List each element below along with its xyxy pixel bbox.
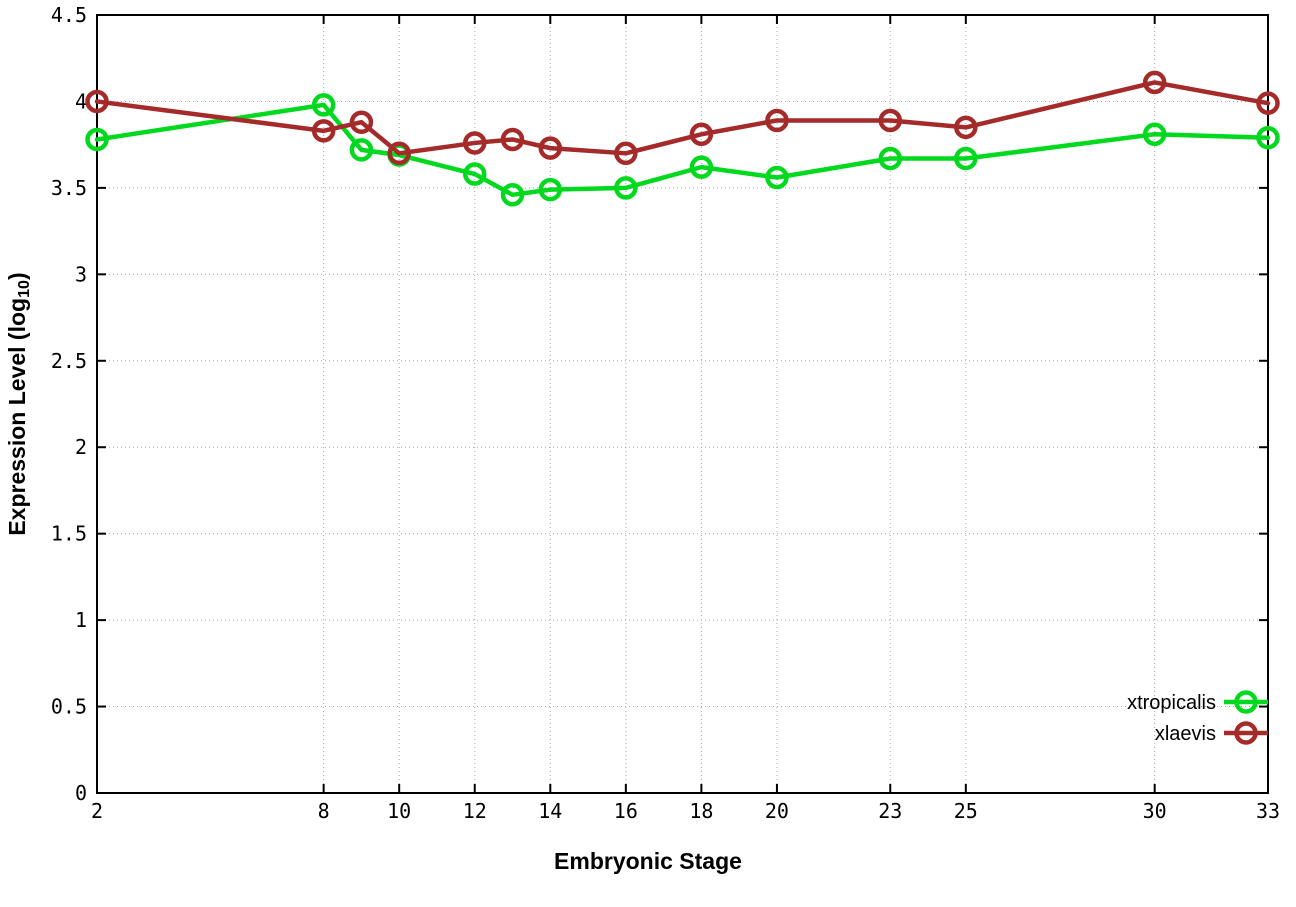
y-tick-label: 2.5: [51, 349, 87, 373]
data-point-xtropicalis: [954, 146, 978, 171]
legend-label-xtropicalis: xtropicalis: [1127, 692, 1216, 714]
x-tick-label: 10: [387, 799, 411, 823]
y-tick-label: 0.5: [51, 695, 87, 719]
series-line-xtropicalis: [94, 102, 1271, 198]
data-point-xlaevis: [954, 115, 978, 140]
x-tick-label: 23: [878, 799, 902, 823]
y-axis-title: Expression Level (log10): [4, 15, 33, 793]
plot-border: [96, 14, 1269, 794]
x-tick-label: 2: [91, 799, 103, 823]
legend-label-xlaevis: xlaevis: [1155, 723, 1216, 745]
y-tick-label: 4: [75, 89, 87, 113]
data-point-xtropicalis: [878, 146, 903, 171]
data-point-xlaevis: [1256, 91, 1280, 115]
y-tick-label: 1.5: [51, 522, 87, 546]
legend-marker-xtropicalis: [1234, 690, 1258, 714]
data-point-xtropicalis: [349, 138, 374, 162]
data-point-xtropicalis: [1142, 122, 1167, 147]
data-point-xlaevis: [85, 89, 109, 114]
x-axis-title: Embryonic Stage: [554, 848, 742, 874]
x-tick-label: 18: [689, 799, 713, 823]
x-tick-label: 12: [463, 799, 487, 823]
data-point-xtropicalis: [765, 165, 789, 190]
data-point-xtropicalis: [500, 183, 525, 207]
y-tick-label: 3: [75, 262, 87, 286]
data-point-xlaevis: [614, 141, 638, 166]
data-point-xlaevis: [500, 127, 525, 152]
data-point-xtropicalis: [1256, 126, 1280, 150]
data-point-xlaevis: [689, 122, 714, 147]
x-tick-label: 25: [954, 799, 978, 823]
data-point-xtropicalis: [538, 177, 563, 202]
data-point-xlaevis: [462, 131, 487, 155]
y-axis-title-text: Expression Level (log: [4, 297, 30, 536]
x-tick-label: 20: [765, 799, 789, 823]
data-point-xtropicalis: [311, 93, 336, 117]
x-tick-label: 33: [1256, 799, 1280, 823]
data-point-xtropicalis: [85, 127, 109, 152]
y-tick-label: 4.5: [51, 3, 87, 27]
y-tick-label: 3.5: [51, 176, 87, 200]
y-tick-label: 0: [75, 781, 87, 805]
data-point-xlaevis: [349, 110, 374, 134]
y-tick-label: 2: [75, 435, 87, 459]
data-point-xlaevis: [765, 108, 789, 133]
data-point-xtropicalis: [689, 155, 714, 179]
data-point-xlaevis: [878, 108, 903, 133]
x-tick-label: 14: [538, 799, 562, 823]
x-tick-label: 16: [614, 799, 638, 823]
x-tick-label: 30: [1143, 799, 1167, 823]
y-axis-title-suffix: ): [4, 272, 30, 281]
y-tick-label: 1: [75, 608, 87, 632]
data-point-xlaevis: [311, 119, 336, 143]
x-tick-label: 8: [318, 799, 330, 823]
legend-marker-xlaevis: [1234, 721, 1258, 745]
data-point-xtropicalis: [614, 176, 638, 200]
y-axis-title-subscript: 10: [15, 280, 33, 298]
data-point-xlaevis: [1142, 70, 1167, 95]
data-point-xtropicalis: [462, 162, 487, 186]
data-point-xlaevis: [538, 136, 563, 160]
data-point-xlaevis: [387, 141, 411, 166]
